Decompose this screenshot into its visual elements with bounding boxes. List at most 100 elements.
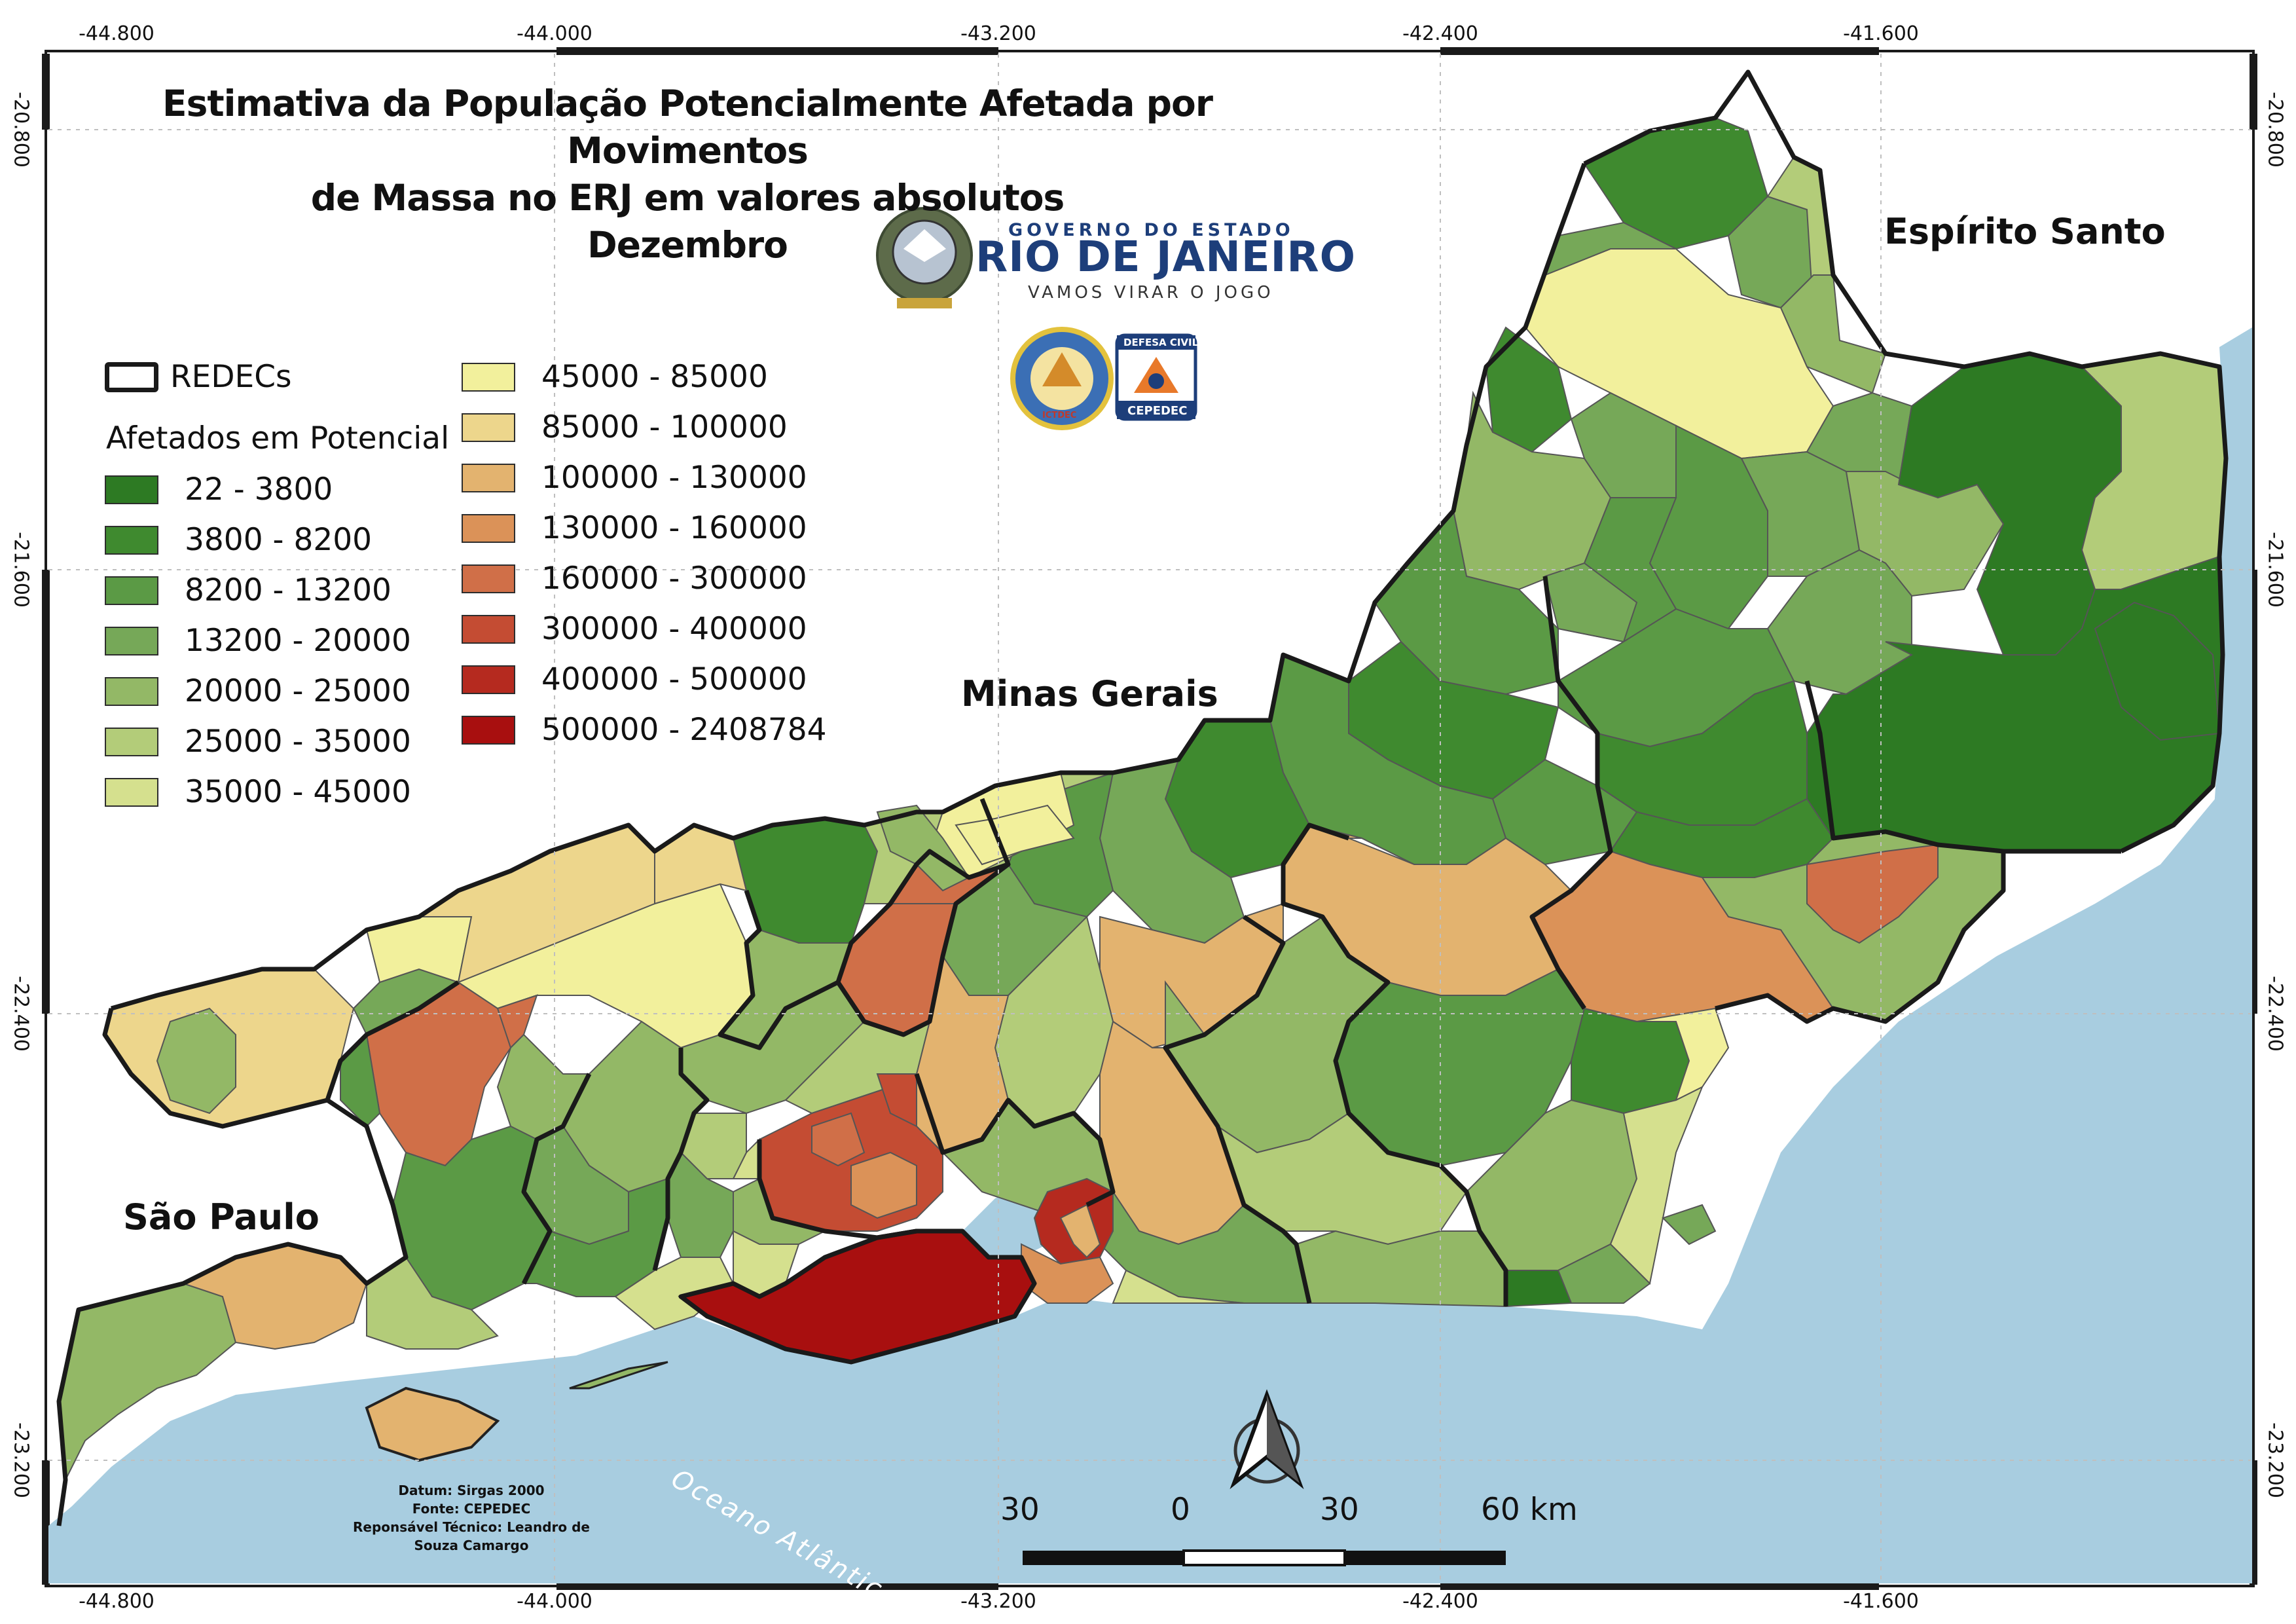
legend-redecs: REDECs	[105, 359, 292, 395]
label-sao-paulo: São Paulo	[123, 1196, 319, 1238]
legend-class-swatch	[462, 715, 515, 745]
lon-top-4: -42.400	[1402, 22, 1478, 45]
legend-class-item: 100000 - 130000	[462, 460, 807, 496]
legend-redecs-label: REDECs	[170, 359, 292, 395]
legend-class-item: 85000 - 100000	[462, 409, 788, 445]
legend-class-swatch	[462, 614, 515, 644]
legend-class-swatch	[105, 525, 158, 555]
legend-class-swatch	[105, 727, 158, 756]
coat-of-arms-icon	[876, 207, 973, 308]
credit-responsavel-1: Reponsável Técnico: Leandro de	[353, 1519, 590, 1535]
legend-class-swatch	[105, 475, 158, 504]
lat-left-3: -22.400	[9, 976, 33, 1052]
legend-class-swatch	[105, 626, 158, 655]
legend-class-label: 35000 - 45000	[185, 774, 411, 810]
title-line-3: Dezembro	[587, 224, 788, 266]
credit-fonte: Fonte: CEPEDEC	[412, 1501, 531, 1517]
legend-class-item: 500000 - 2408784	[462, 712, 827, 748]
graticule-lines	[48, 54, 2251, 1583]
credit-responsavel-2: Souza Camargo	[414, 1538, 529, 1553]
lon-bottom-2: -44.000	[517, 1590, 592, 1613]
lon-bottom-1: -44.800	[79, 1590, 155, 1613]
legend-class-label: 3800 - 8200	[185, 522, 373, 558]
label-espirito-santo: Espírito Santo	[1884, 211, 2166, 252]
municipalities-layer	[58, 117, 2227, 1483]
gov-logo-line2: RIO DE JANEIRO	[975, 233, 1357, 282]
lat-right-1: -20.800	[2263, 92, 2287, 168]
legend-class-label: 22 - 3800	[185, 471, 333, 507]
scale-label-60: 60 km	[1481, 1492, 1578, 1528]
legend-class-label: 45000 - 85000	[541, 359, 768, 395]
redec-boundaries	[56, 69, 2229, 1526]
legend-class-item: 400000 - 500000	[462, 661, 807, 697]
legend-class-item: 45000 - 85000	[462, 359, 768, 395]
legend-class-swatch	[462, 463, 515, 492]
legend-class-swatch	[105, 777, 158, 807]
north-arrow-icon	[1230, 1389, 1304, 1490]
lon-bottom-4: -42.400	[1402, 1590, 1478, 1613]
legend-class-swatch	[462, 564, 515, 593]
gov-logo-line3: VAMOS VIRAR O JOGO	[1028, 283, 1274, 303]
legend-class-swatch	[462, 665, 515, 694]
credit-datum: Datum: Sirgas 2000	[398, 1483, 545, 1498]
legend-class-label: 160000 - 300000	[541, 561, 807, 597]
scale-label-30-left: 30	[1000, 1492, 1040, 1528]
legend-class-swatch	[462, 362, 515, 392]
label-minas-gerais: Minas Gerais	[961, 673, 1218, 714]
legend-class-label: 100000 - 130000	[541, 460, 807, 496]
legend-class-item: 20000 - 25000	[105, 673, 411, 709]
lat-right-2: -21.600	[2263, 532, 2287, 608]
graticule-ticks	[42, 47, 2257, 1590]
defesa-civil-label: DEFESA CIVIL	[1123, 337, 1199, 348]
lat-left-1: -20.800	[9, 92, 33, 168]
cepedec-label: CEPEDEC	[1127, 404, 1188, 418]
legend-class-label: 130000 - 160000	[541, 510, 807, 546]
legend-class-item: 25000 - 35000	[105, 724, 411, 760]
lon-top-5: -41.600	[1843, 22, 1919, 45]
scale-bar	[1023, 1549, 1506, 1566]
legend-section-title: Afetados em Potencial	[106, 420, 450, 456]
legend-class-label: 20000 - 25000	[185, 673, 411, 709]
scale-label-30-right: 30	[1320, 1492, 1359, 1528]
legend-class-item: 130000 - 160000	[462, 510, 807, 546]
legend-class-item: 8200 - 13200	[105, 572, 392, 608]
legend-class-swatch	[105, 576, 158, 605]
cepedec-logo-icon	[1115, 333, 1197, 421]
scale-label-0: 0	[1171, 1492, 1190, 1528]
lon-bottom-3: -43.200	[960, 1590, 1036, 1613]
lon-top-2: -44.000	[517, 22, 592, 45]
title-line-2: de Massa no ERJ em valores absolutos	[310, 177, 1065, 219]
lat-right-3: -22.400	[2263, 976, 2287, 1052]
legend-class-label: 13200 - 20000	[185, 623, 411, 659]
gov-logo-line1: GOVERNO DO ESTADO	[1008, 220, 1294, 240]
legend-class-label: 85000 - 100000	[541, 409, 788, 445]
lon-top-1: -44.800	[79, 22, 155, 45]
legend-class-item: 35000 - 45000	[105, 774, 411, 810]
legend-class-item: 300000 - 400000	[462, 611, 807, 647]
lat-right-4: -23.200	[2263, 1422, 2287, 1498]
map-credits: Datum: Sirgas 2000 Fonte: CEPEDEC Repons…	[337, 1481, 606, 1555]
lon-top-3: -43.200	[960, 22, 1036, 45]
legend-class-label: 300000 - 400000	[541, 611, 807, 647]
legend-class-label: 8200 - 13200	[185, 572, 392, 608]
legend-class-item: 22 - 3800	[105, 471, 333, 507]
legend-class-item: 3800 - 8200	[105, 522, 372, 558]
ictdec-label: ICTDEC	[1042, 411, 1077, 420]
lat-left-2: -21.600	[9, 532, 33, 608]
legend-class-item: 160000 - 300000	[462, 561, 807, 597]
title-line-1: Estimativa da População Potencialmente A…	[162, 83, 1213, 172]
legend-class-item: 13200 - 20000	[105, 623, 411, 659]
legend-class-label: 400000 - 500000	[541, 661, 807, 697]
legend-class-label: 25000 - 35000	[185, 724, 411, 760]
legend-class-swatch	[462, 513, 515, 543]
legend-class-label: 500000 - 2408784	[541, 712, 827, 748]
ocean-area	[48, 720, 2252, 1583]
legend-redecs-swatch	[105, 361, 158, 392]
map-title: Estimativa da População Potencialmente A…	[39, 80, 1336, 268]
lon-bottom-5: -41.600	[1843, 1590, 1919, 1613]
legend-class-swatch	[462, 413, 515, 442]
lat-left-4: -23.200	[9, 1422, 33, 1498]
legend-class-swatch	[105, 676, 158, 706]
ictdec-logo-icon	[1010, 327, 1114, 430]
